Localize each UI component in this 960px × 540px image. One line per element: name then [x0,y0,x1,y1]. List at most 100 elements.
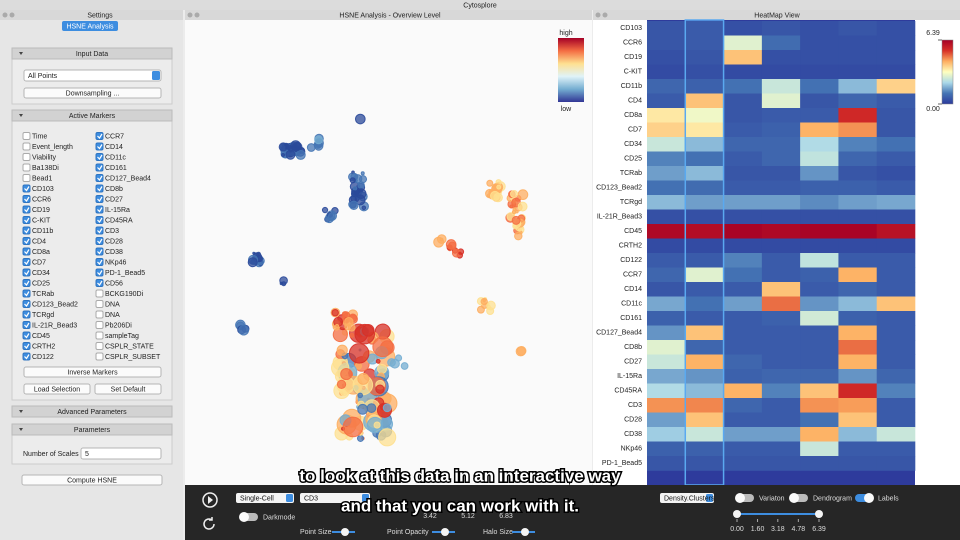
heatmap-cell[interactable] [685,64,724,80]
slider-handle[interactable] [521,528,529,536]
heatmap-cell[interactable] [761,209,801,225]
heatmap-cell[interactable] [838,311,878,326]
button-label[interactable]: Downsampling ... [66,90,120,97]
heatmap-cell[interactable] [838,267,878,283]
heatmap-cell[interactable] [647,369,686,384]
heatmap-cell[interactable] [838,79,878,94]
heatmap-cell[interactable] [800,209,839,225]
button-label[interactable]: Set Default [111,386,146,393]
spinbox-value[interactable]: 5 [85,451,89,458]
heatmap-cell[interactable] [800,369,839,384]
close-icon[interactable] [2,12,8,18]
heatmap[interactable]: CD103 CCR6 CD19 C-KIT CD11b CD4 CD8a CD7 CD34 CD2… [596,19,954,486]
heatmap-cell[interactable] [761,253,801,268]
heatmap-cell[interactable] [723,93,763,109]
heatmap-cell[interactable] [647,267,686,283]
embedding-point[interactable] [493,192,503,203]
heatmap-cell[interactable] [876,151,916,167]
heatmap-cell[interactable] [761,79,801,94]
heatmap-cell[interactable] [761,311,801,326]
heatmap-cell[interactable] [800,151,839,167]
heatmap-cell[interactable] [723,412,763,428]
heatmap-cell[interactable] [761,238,801,254]
heatmap-cell[interactable] [723,50,763,65]
heatmap-cell[interactable] [761,340,801,355]
heatmap-cell[interactable] [800,456,839,471]
embedding-point[interactable] [361,205,367,211]
heatmap-cell[interactable] [761,137,801,152]
heatmap-cell[interactable] [685,21,724,36]
embedding-point[interactable] [352,186,358,191]
heatmap-cell[interactable] [647,340,686,355]
heatmap-cell[interactable] [685,311,724,326]
heatmap-cell[interactable] [838,35,878,51]
checkbox[interactable] [95,352,104,361]
heatmap-cell[interactable] [761,50,801,65]
heatmap-cell[interactable] [685,195,724,210]
heatmap-cell[interactable] [876,398,916,413]
heatmap-cell[interactable] [838,137,878,152]
embedding-point[interactable] [486,179,494,187]
heatmap-cell[interactable] [876,340,916,355]
heatmap-cell[interactable] [647,21,686,36]
button[interactable] [21,474,163,486]
checkbox[interactable] [22,153,31,161]
heatmap-cell[interactable] [647,209,686,225]
heatmap-cell[interactable] [647,195,686,210]
heatmap-cell[interactable] [761,151,801,167]
embedding-point[interactable] [378,428,397,447]
heatmap-cell[interactable] [723,108,763,123]
heatmap-cell[interactable] [685,340,724,355]
heatmap-cell[interactable] [761,195,801,210]
button[interactable] [23,87,162,99]
heatmap-cell[interactable] [685,412,724,428]
embedding-point[interactable] [281,281,287,287]
heatmap-cell[interactable] [800,311,839,326]
heatmap-cell[interactable] [685,282,724,297]
heatmap-cell[interactable] [876,209,916,225]
embedding-point[interactable] [387,358,396,367]
button-label[interactable]: Compute HSNE [67,477,117,484]
embedding-point[interactable] [360,171,365,176]
select[interactable] [236,493,294,503]
checkbox[interactable] [22,174,31,182]
button-label[interactable]: Load Selection [34,386,80,393]
heatmap-cell[interactable] [876,195,916,210]
range-handle[interactable] [815,510,823,518]
heatmap-cell[interactable] [723,340,763,355]
checkbox[interactable] [22,163,31,172]
embedding-point[interactable] [439,237,444,242]
heatmap-cell[interactable] [876,224,916,239]
heatmap-cell[interactable] [685,79,724,94]
heatmap-cell[interactable] [838,340,878,355]
range-handle[interactable] [733,510,741,518]
embedding-point[interactable] [334,323,340,329]
heatmap-cell[interactable] [723,311,763,326]
select[interactable] [300,493,370,503]
heatmap-cell[interactable] [685,427,724,442]
heatmap-cell[interactable] [800,267,839,283]
heatmap-cell[interactable] [761,64,801,80]
heatmap-cell[interactable] [723,296,763,312]
heatmap-cell[interactable] [876,354,916,370]
select-value[interactable]: Single-Cell [240,495,274,502]
button[interactable] [94,383,162,395]
heatmap-cell[interactable] [761,35,801,51]
heatmap-cell[interactable] [761,412,801,428]
embedding-point[interactable] [509,204,514,209]
select-value[interactable]: Density.Clusters [664,495,715,502]
heatmap-cell[interactable] [723,209,763,225]
embedding-point[interactable] [350,190,359,198]
close-icon[interactable] [187,12,193,18]
heatmap-cell[interactable] [647,282,686,297]
heatmap-cell[interactable] [838,122,878,138]
embedding-point[interactable] [357,372,370,385]
embedding-point[interactable] [278,142,288,152]
checkbox[interactable] [95,321,104,329]
heatmap-cell[interactable] [685,456,724,471]
embedding-point[interactable] [366,403,377,413]
heatmap-cell[interactable] [647,122,686,138]
heatmap-cell[interactable] [838,151,878,167]
heatmap-cell[interactable] [800,398,839,413]
embedding-point[interactable] [342,416,364,438]
